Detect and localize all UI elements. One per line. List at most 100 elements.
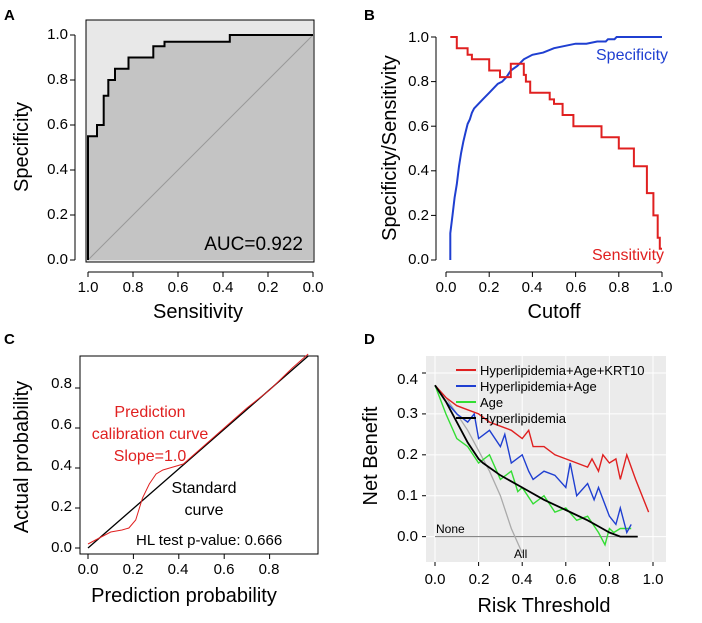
panel-a-letter: A xyxy=(4,7,15,24)
panel-c-xtick-label-1: 0.2 xyxy=(123,561,144,578)
panel-b-y-axis: 0.0 0.2 0.4 0.6 0.8 1.0 Specificity/Sens… xyxy=(379,29,437,268)
panel-b-xtick-label-3: 0.6 xyxy=(566,279,587,296)
panel-b-specificity-line xyxy=(449,36,662,260)
panel-c-standard-label-line-2: curve xyxy=(184,502,223,519)
panel-d-ytick-label-3: 0.3 xyxy=(397,405,418,422)
panel-d-none-label: None xyxy=(436,522,465,536)
panel-d-xtick-label-1: 0.2 xyxy=(469,571,490,588)
panel-b: B 0.0 0.2 0.4 0.6 0.8 1.0 Specificity/Se… xyxy=(364,7,672,323)
panel-d-legend: Hyperlipidemia+Age+KRT10 Hyperlipidemia+… xyxy=(456,363,645,426)
panel-c: C 0.0 0.2 0.4 0.6 0.8 Actual probability… xyxy=(4,331,319,607)
panel-a-xtick-label-4: 0.2 xyxy=(258,279,279,296)
panel-d-legend-label-hyperlipidemia: Hyperlipidemia xyxy=(480,411,567,426)
panel-a-frame xyxy=(85,19,315,263)
panel-c-letter: C xyxy=(4,331,15,348)
panel-a-ytick-label-5: 1.0 xyxy=(47,26,68,43)
panel-c-x-tick-marks xyxy=(87,554,271,559)
panel-c-calibration-label-line-1: Prediction xyxy=(114,404,185,421)
panel-a-roc-curve xyxy=(87,34,313,260)
panel-a-xtick-label-3: 0.4 xyxy=(213,279,234,296)
panel-d-ylabel: Net Benefit xyxy=(360,406,382,505)
panel-a-xtick-label-2: 0.6 xyxy=(168,279,189,296)
panel-b-ytick-label-0: 0.0 xyxy=(408,251,429,268)
panel-c-ytick-label-1: 0.2 xyxy=(51,498,72,515)
panel-c-xtick-label-0: 0.0 xyxy=(78,561,99,578)
panel-b-x-tick-marks xyxy=(445,272,663,277)
panel-d-legend-label-hyperlipidemia-age: Hyperlipidemia+Age xyxy=(480,379,597,394)
panel-a-xtick-label-0: 1.0 xyxy=(78,279,99,296)
panel-c-y-tick-marks xyxy=(75,387,80,549)
panel-b-ytick-label-5: 1.0 xyxy=(408,29,429,46)
panel-c-ytick-label-3: 0.6 xyxy=(51,416,72,433)
panel-b-xtick-label-5: 1.0 xyxy=(652,279,673,296)
panel-a-ytick-label-3: 0.6 xyxy=(47,116,68,133)
panel-d-y-tick-marks xyxy=(422,372,426,538)
panel-c-x-axis: 0.0 0.2 0.4 0.6 0.8 Prediction probabili… xyxy=(78,554,279,607)
panel-a-auc-label: AUC=0.922 xyxy=(204,234,303,255)
panel-b-ytick-label-2: 0.4 xyxy=(408,162,429,179)
panel-b-xtick-label-0: 0.0 xyxy=(436,279,457,296)
panel-b-xtick-label-2: 0.4 xyxy=(522,279,543,296)
panel-a: A 0.0 0.2 0.4 0.6 0.8 1.0 Specificity 1.… xyxy=(4,7,323,323)
panel-d-xtick-label-4: 0.8 xyxy=(599,571,620,588)
panel-c-ylabel: Actual probability xyxy=(11,381,33,533)
panel-a-y-axis: 0.0 0.2 0.4 0.6 0.8 1.0 Specificity xyxy=(11,26,76,268)
panel-a-xtick-label-5: 0.0 xyxy=(303,279,324,296)
panel-b-xtick-label-4: 0.8 xyxy=(609,279,630,296)
panel-a-y-tick-marks xyxy=(70,34,75,261)
panel-b-ytick-label-1: 0.2 xyxy=(408,207,429,224)
panel-d-legend-label-age: Age xyxy=(480,395,503,410)
panel-c-xtick-label-3: 0.6 xyxy=(214,561,235,578)
panel-d: D 0.0 0.1 0.2 0.3 0.4 Net Benefit 0.0 0.… xyxy=(360,331,666,617)
panel-d-xtick-label-5: 1.0 xyxy=(643,571,664,588)
panel-b-x-axis: 0.0 0.2 0.4 0.6 0.8 1.0 Cutoff xyxy=(436,271,673,323)
panel-a-ytick-label-0: 0.0 xyxy=(47,251,68,268)
panel-d-x-axis: 0.0 0.2 0.4 0.6 0.8 1.0 Risk Threshold xyxy=(425,562,664,617)
panel-d-xlabel: Risk Threshold xyxy=(477,595,610,617)
panel-a-ytick-label-1: 0.2 xyxy=(47,206,68,223)
panel-c-ytick-label-2: 0.4 xyxy=(51,457,72,474)
panel-d-x-tick-marks xyxy=(434,562,654,566)
panel-d-y-axis: 0.0 0.1 0.2 0.3 0.4 Net Benefit xyxy=(360,371,426,545)
panel-b-xtick-label-1: 0.2 xyxy=(479,279,500,296)
panel-b-ytick-label-4: 0.8 xyxy=(408,73,429,90)
panel-c-y-axis: 0.0 0.2 0.4 0.6 0.8 Actual probability xyxy=(11,375,80,556)
panel-c-ytick-label-0: 0.0 xyxy=(51,539,72,556)
panel-d-ytick-label-4: 0.4 xyxy=(397,371,418,388)
panel-a-x-tick-marks xyxy=(87,272,314,277)
panel-c-calibration-label-line-2: calibration curve xyxy=(92,426,209,443)
panel-c-ytick-label-4: 0.8 xyxy=(51,375,72,392)
panel-c-xtick-label-2: 0.4 xyxy=(168,561,189,578)
panel-c-calibration-label-line-3: Slope=1.0 xyxy=(114,448,187,465)
panel-b-y-tick-marks xyxy=(431,36,436,261)
panel-d-xtick-label-3: 0.6 xyxy=(556,571,577,588)
panel-a-ytick-label-2: 0.4 xyxy=(47,161,68,178)
panel-c-xlabel: Prediction probability xyxy=(91,585,277,607)
panel-b-ytick-label-3: 0.6 xyxy=(408,118,429,135)
panel-d-all-label: All xyxy=(514,547,527,561)
panel-d-hyperlipidemia-age-krt10-line xyxy=(434,384,650,513)
panel-d-xtick-label-2: 0.4 xyxy=(512,571,533,588)
panel-a-x-axis: 1.0 0.8 0.6 0.4 0.2 0.0 Sensitivity xyxy=(78,271,324,323)
panel-a-ylabel: Specificity xyxy=(11,102,33,192)
panel-d-all-line xyxy=(434,384,523,554)
panel-c-standard-label-line-1: Standard xyxy=(172,480,237,497)
panel-b-specificity-label: Specificity xyxy=(596,47,668,64)
panel-d-ytick-label-2: 0.2 xyxy=(397,446,418,463)
panel-c-hl-test-label: HL test p-value: 0.666 xyxy=(136,532,282,549)
panel-b-sensitivity-line xyxy=(450,36,662,250)
panel-b-letter: B xyxy=(364,7,375,24)
panel-d-age-line xyxy=(434,385,632,547)
panel-d-ytick-label-1: 0.1 xyxy=(397,487,418,504)
panel-d-letter: D xyxy=(364,331,375,348)
panel-d-xtick-label-0: 0.0 xyxy=(425,571,446,588)
panel-c-frame xyxy=(79,355,319,555)
panel-a-ytick-label-4: 0.8 xyxy=(47,71,68,88)
panel-b-sensitivity-label: Sensitivity xyxy=(592,247,664,264)
panel-a-reference-line xyxy=(87,34,314,261)
panel-d-hyperlipidemia-line xyxy=(434,384,638,538)
panel-a-xtick-label-1: 0.8 xyxy=(123,279,144,296)
panel-c-calibration-curve xyxy=(87,353,309,545)
panel-d-ytick-label-0: 0.0 xyxy=(397,528,418,545)
